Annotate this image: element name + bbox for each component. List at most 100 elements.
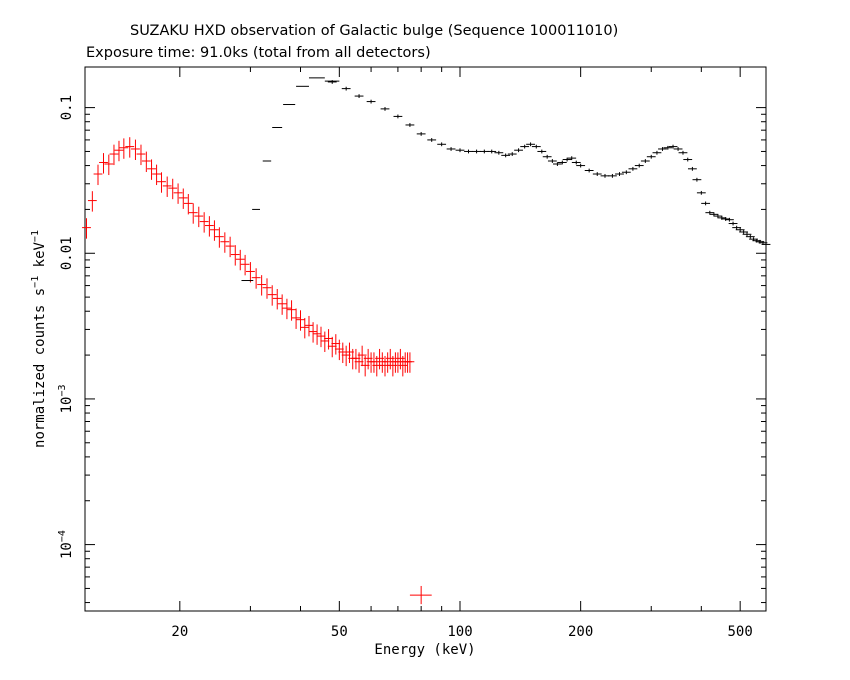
series-black [327, 80, 771, 247]
data-point [341, 86, 351, 91]
series-black-bins [241, 77, 340, 282]
data-point [724, 217, 734, 222]
data-point [640, 159, 650, 163]
data-point [282, 298, 292, 320]
data-point [308, 322, 318, 343]
data-point [230, 245, 240, 266]
data-point [592, 172, 602, 176]
data-point [567, 156, 577, 161]
data-point [327, 80, 337, 84]
data-point [479, 149, 489, 154]
data-point [257, 275, 267, 296]
data-point [291, 308, 301, 329]
data-point [395, 348, 405, 370]
data-point [162, 176, 172, 197]
data-point [393, 352, 403, 373]
data-point [701, 201, 711, 206]
data-point [464, 149, 473, 154]
data-point [262, 278, 272, 299]
data-point [437, 142, 447, 147]
data-point [745, 234, 755, 239]
data-point [668, 144, 678, 149]
data-point [673, 147, 683, 151]
data-point [761, 242, 771, 247]
data-point [405, 123, 415, 127]
data-point [553, 162, 562, 166]
series-red [82, 137, 415, 377]
data-point [692, 177, 702, 182]
data-point [687, 166, 697, 171]
data-point [331, 334, 341, 355]
data-point [245, 262, 255, 283]
data-point [409, 585, 432, 605]
y-tick-label: 0.01 [59, 236, 75, 270]
data-point [390, 352, 400, 373]
data-point [204, 216, 214, 237]
x-tick-label: 20 [171, 624, 188, 640]
data-point [403, 352, 412, 373]
chart-subtitle: Exposure time: 91.0ks (total from all de… [86, 45, 431, 61]
data-point [652, 150, 662, 155]
data-point [320, 331, 330, 352]
data-point [225, 236, 235, 258]
data-point [531, 144, 541, 149]
data-point [178, 188, 188, 209]
data-point [393, 114, 403, 119]
data-point [87, 191, 97, 212]
data-point [520, 144, 530, 149]
data-point [304, 315, 314, 337]
data-point [214, 227, 224, 248]
data-point [183, 193, 193, 215]
data-point [251, 268, 261, 289]
axis-ticks [85, 67, 766, 611]
data-point [272, 289, 282, 310]
data-point [194, 206, 204, 228]
data-point [526, 142, 535, 147]
data-point [136, 144, 146, 166]
data-point [173, 183, 183, 204]
data-point [547, 159, 557, 163]
data-points [82, 77, 771, 605]
y-tick-label: 10−3 [57, 384, 75, 413]
data-point [487, 149, 497, 154]
data-point [584, 168, 594, 173]
data-point [147, 159, 156, 180]
data-point [557, 160, 567, 165]
data-point [507, 152, 517, 156]
x-tick-label: 500 [728, 624, 753, 640]
data-point [576, 163, 586, 168]
data-point [327, 336, 337, 358]
data-point [131, 139, 140, 161]
data-point [316, 326, 326, 348]
data-point [562, 157, 572, 162]
data-point [99, 153, 108, 174]
data-point [277, 294, 287, 315]
data-point [696, 190, 706, 195]
data-point [416, 132, 426, 136]
data-point [615, 172, 624, 176]
series-red-outlier [409, 585, 432, 605]
data-point [739, 230, 749, 234]
data-point [728, 221, 738, 226]
x-axis-label: Energy (keV) [374, 642, 475, 658]
data-point [366, 99, 376, 104]
data-point [235, 249, 245, 271]
data-point [312, 324, 322, 345]
data-point [82, 218, 91, 239]
data-point [405, 352, 415, 373]
data-point [125, 137, 135, 158]
plot-frame [84, 66, 767, 612]
data-point [400, 352, 410, 373]
data-point [663, 145, 673, 150]
data-point [334, 339, 344, 361]
data-point [267, 285, 277, 306]
y-tick-label: 10−4 [57, 530, 75, 559]
data-point [210, 220, 219, 241]
data-point [114, 140, 124, 162]
data-point [537, 149, 547, 154]
data-point [220, 232, 230, 253]
data-point [93, 164, 103, 186]
y-axis-label: normalized counts s−1 keV−1 [30, 230, 48, 448]
data-point [683, 157, 693, 162]
